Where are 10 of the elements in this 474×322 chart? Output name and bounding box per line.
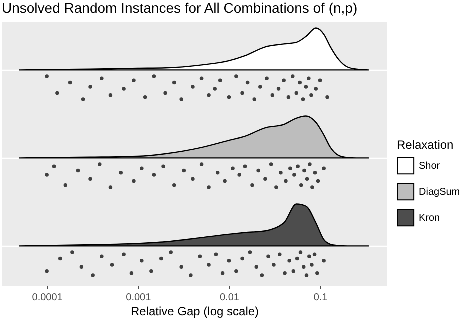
x-tick-label: 0.001	[126, 292, 152, 304]
legend-title: Relaxation	[397, 138, 454, 152]
legend-label: DiagSum	[419, 187, 460, 198]
legend-label: Kron	[419, 213, 440, 224]
x-tick-label: 0.1	[314, 292, 328, 304]
chart-title: Unsolved Random Instances for All Combinations of (n,p)	[2, 0, 358, 16]
x-tick-label: 0.01	[220, 292, 240, 304]
x-tick-label: 0.0001	[32, 292, 64, 304]
x-axis-title: Relative Gap (log scale)	[130, 304, 260, 318]
legend-label: Shor	[419, 161, 441, 172]
